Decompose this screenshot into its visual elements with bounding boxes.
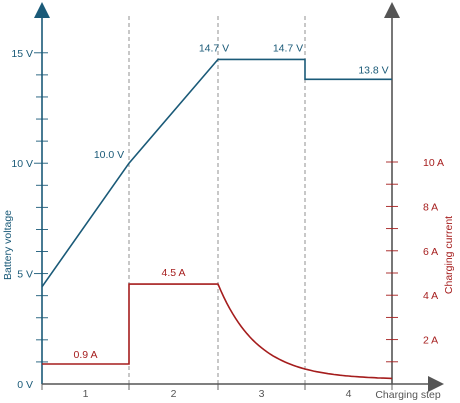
left-tick-label-10: 10 V [11, 158, 33, 170]
left-tick-label-15: 15 V [11, 48, 33, 60]
x-category-label-4: 4 [346, 388, 352, 400]
data-label-1: 14.7 V [199, 42, 229, 54]
data-label-0: 10.0 V [94, 149, 124, 161]
data-label-5: 4.5 A [162, 267, 186, 279]
left-tick-label-0: 0 V [17, 379, 33, 391]
right-tick-label-2: 2 A [423, 335, 438, 347]
series-layer [41, 58, 393, 380]
x-axis-title: Charging step [375, 389, 441, 401]
right-tick-label-10: 10 A [423, 157, 444, 169]
left-axis-title: Battery voltage [2, 210, 14, 280]
axes-layer: 0 V 5 V 10 V 15 V 2 A 4 A 6 A 8 A 10 A 1 2 3 4 [11, 2, 444, 400]
labels-layer: 10.0 V 14.7 V 14.7 V 13.8 V 0.9 A 4.5 A [74, 42, 389, 361]
voltage-series-line [41, 58, 392, 288]
data-label-4: 0.9 A [74, 349, 98, 361]
x-category-label-3: 3 [259, 388, 265, 400]
right-tick-label-8: 8 A [423, 201, 438, 213]
right-tick-label-4: 4 A [423, 290, 438, 302]
right-tick-label-6: 6 A [423, 246, 438, 258]
right-axis-title: Charging current [443, 216, 455, 294]
x-category-label-1: 1 [83, 388, 89, 400]
left-tick-label-5: 5 V [17, 269, 33, 281]
x-category-label-2: 2 [171, 388, 177, 400]
current-series-line [42, 283, 393, 380]
grid-layer [128, 16, 393, 384]
data-label-3: 13.8 V [358, 64, 388, 76]
data-label-2: 14.7 V [273, 42, 303, 54]
